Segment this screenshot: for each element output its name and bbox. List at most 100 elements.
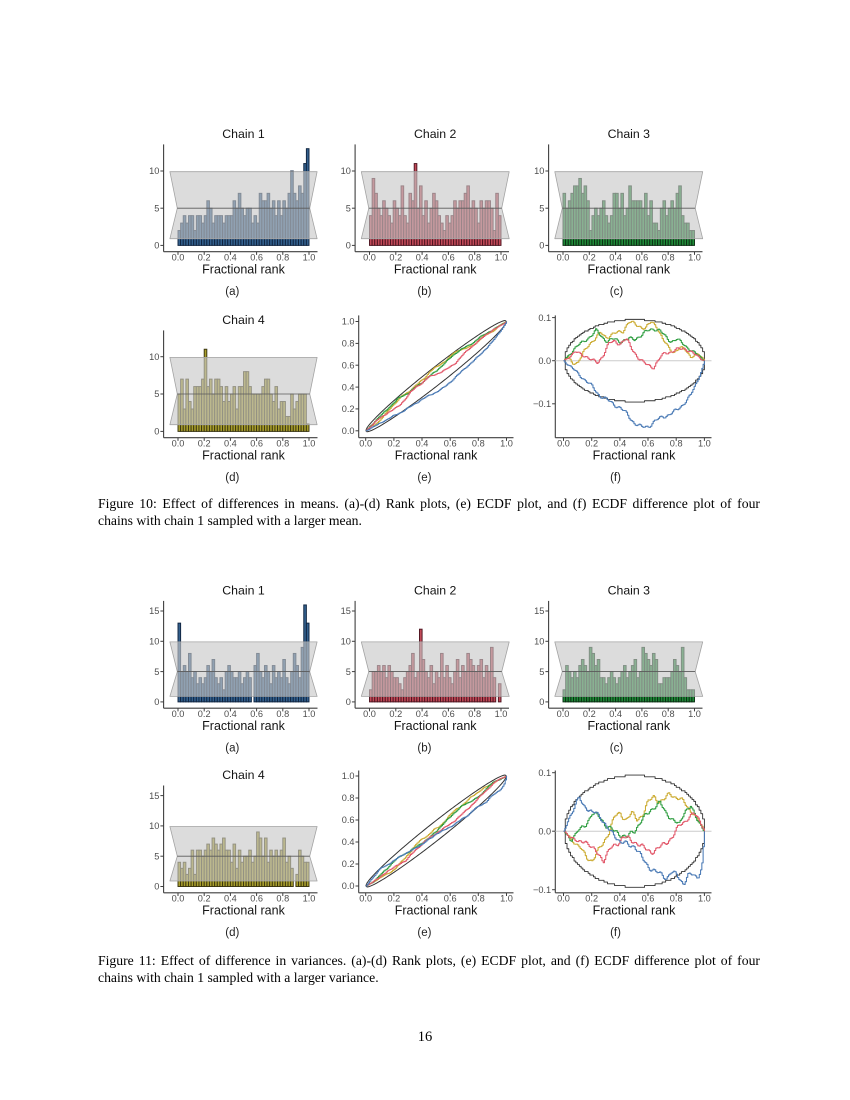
svg-text:0: 0 <box>154 697 159 707</box>
svg-text:(c): (c) <box>610 286 624 298</box>
svg-text:10: 10 <box>149 352 159 362</box>
svg-text:10: 10 <box>534 166 544 176</box>
svg-text:0.2: 0.2 <box>342 859 355 869</box>
svg-text:1.0: 1.0 <box>698 439 711 449</box>
svg-text:Fractional rank: Fractional rank <box>395 904 478 918</box>
svg-text:5: 5 <box>539 667 544 677</box>
svg-text:5: 5 <box>154 667 159 677</box>
svg-text:0.0: 0.0 <box>557 253 570 263</box>
svg-text:5: 5 <box>154 389 159 399</box>
svg-text:1.0: 1.0 <box>500 894 513 904</box>
svg-text:Fractional rank: Fractional rank <box>587 719 670 733</box>
svg-text:1.0: 1.0 <box>495 253 508 263</box>
svg-text:(d): (d) <box>225 927 239 939</box>
svg-text:0.4: 0.4 <box>342 382 355 392</box>
svg-text:0.4: 0.4 <box>224 253 237 263</box>
svg-text:Chain 2: Chain 2 <box>414 127 457 141</box>
svg-text:(b): (b) <box>417 742 431 754</box>
svg-text:0.8: 0.8 <box>276 253 289 263</box>
svg-text:0.4: 0.4 <box>416 439 429 449</box>
svg-text:1.0: 1.0 <box>500 439 513 449</box>
svg-text:10: 10 <box>534 637 544 647</box>
svg-text:0.0: 0.0 <box>359 439 372 449</box>
svg-text:Fractional rank: Fractional rank <box>202 263 285 277</box>
svg-text:0.6: 0.6 <box>642 439 655 449</box>
svg-text:1.0: 1.0 <box>698 894 711 904</box>
svg-text:0.0: 0.0 <box>342 881 355 891</box>
svg-text:5: 5 <box>154 851 159 861</box>
svg-text:0.6: 0.6 <box>642 894 655 904</box>
svg-text:0.8: 0.8 <box>472 894 485 904</box>
svg-text:(f): (f) <box>610 472 621 484</box>
svg-text:0.6: 0.6 <box>442 709 455 719</box>
svg-text:0.0: 0.0 <box>172 894 185 904</box>
svg-text:10: 10 <box>149 637 159 647</box>
svg-text:0.2: 0.2 <box>198 253 211 263</box>
svg-text:0.0: 0.0 <box>363 253 376 263</box>
svg-text:5: 5 <box>539 203 544 213</box>
svg-text:0.6: 0.6 <box>342 360 355 370</box>
svg-text:0.0: 0.0 <box>172 439 185 449</box>
svg-text:Chain 1: Chain 1 <box>222 127 265 141</box>
svg-text:(f): (f) <box>610 927 621 939</box>
svg-text:−0.1: −0.1 <box>533 399 551 409</box>
svg-text:0.6: 0.6 <box>250 253 263 263</box>
svg-text:1.0: 1.0 <box>342 317 355 327</box>
svg-text:0: 0 <box>154 882 159 892</box>
svg-text:Fractional rank: Fractional rank <box>395 449 478 463</box>
svg-text:0.0: 0.0 <box>538 826 551 836</box>
svg-text:10: 10 <box>341 166 351 176</box>
svg-text:0.2: 0.2 <box>389 253 402 263</box>
svg-text:Fractional rank: Fractional rank <box>593 449 676 463</box>
svg-text:0.8: 0.8 <box>468 253 481 263</box>
svg-text:0: 0 <box>539 697 544 707</box>
svg-text:0.4: 0.4 <box>614 439 627 449</box>
svg-text:0.2: 0.2 <box>583 253 596 263</box>
svg-text:Chain 4: Chain 4 <box>222 768 265 782</box>
svg-text:0.0: 0.0 <box>557 894 570 904</box>
svg-text:0: 0 <box>346 697 351 707</box>
svg-text:0.1: 0.1 <box>538 768 551 778</box>
svg-text:0.2: 0.2 <box>342 404 355 414</box>
svg-text:1.0: 1.0 <box>303 894 316 904</box>
svg-text:10: 10 <box>149 166 159 176</box>
svg-text:1.0: 1.0 <box>303 709 316 719</box>
svg-text:1.0: 1.0 <box>303 253 316 263</box>
svg-text:0.4: 0.4 <box>224 894 237 904</box>
svg-text:0.2: 0.2 <box>198 439 211 449</box>
svg-text:0.4: 0.4 <box>416 253 429 263</box>
svg-text:0.4: 0.4 <box>609 253 622 263</box>
svg-text:0.4: 0.4 <box>614 894 627 904</box>
svg-text:0.2: 0.2 <box>389 709 402 719</box>
svg-text:0.0: 0.0 <box>342 426 355 436</box>
svg-text:(e): (e) <box>417 472 431 484</box>
svg-text:0.0: 0.0 <box>359 894 372 904</box>
svg-text:0.0: 0.0 <box>557 709 570 719</box>
svg-text:10: 10 <box>341 637 351 647</box>
svg-text:1.0: 1.0 <box>342 771 355 781</box>
svg-text:Chain 1: Chain 1 <box>222 583 265 597</box>
svg-text:15: 15 <box>149 606 159 616</box>
svg-text:0.0: 0.0 <box>172 253 185 263</box>
svg-text:0.8: 0.8 <box>276 894 289 904</box>
svg-text:15: 15 <box>341 606 351 616</box>
svg-text:0.8: 0.8 <box>662 253 675 263</box>
svg-text:Fractional rank: Fractional rank <box>394 719 477 733</box>
svg-text:0.0: 0.0 <box>172 709 185 719</box>
svg-text:0.0: 0.0 <box>557 439 570 449</box>
svg-text:0.8: 0.8 <box>342 793 355 803</box>
svg-text:Fractional rank: Fractional rank <box>202 449 285 463</box>
svg-text:0.6: 0.6 <box>342 815 355 825</box>
svg-text:0: 0 <box>346 241 351 251</box>
svg-text:0.8: 0.8 <box>276 709 289 719</box>
svg-text:(a): (a) <box>225 742 239 754</box>
svg-text:1.0: 1.0 <box>688 253 701 263</box>
svg-text:Chain 3: Chain 3 <box>608 583 651 597</box>
svg-text:15: 15 <box>534 606 544 616</box>
svg-text:0.6: 0.6 <box>444 894 457 904</box>
svg-text:15: 15 <box>149 791 159 801</box>
svg-text:Fractional rank: Fractional rank <box>593 904 676 918</box>
svg-text:0.0: 0.0 <box>363 709 376 719</box>
svg-text:0.8: 0.8 <box>342 339 355 349</box>
svg-text:0.4: 0.4 <box>224 439 237 449</box>
